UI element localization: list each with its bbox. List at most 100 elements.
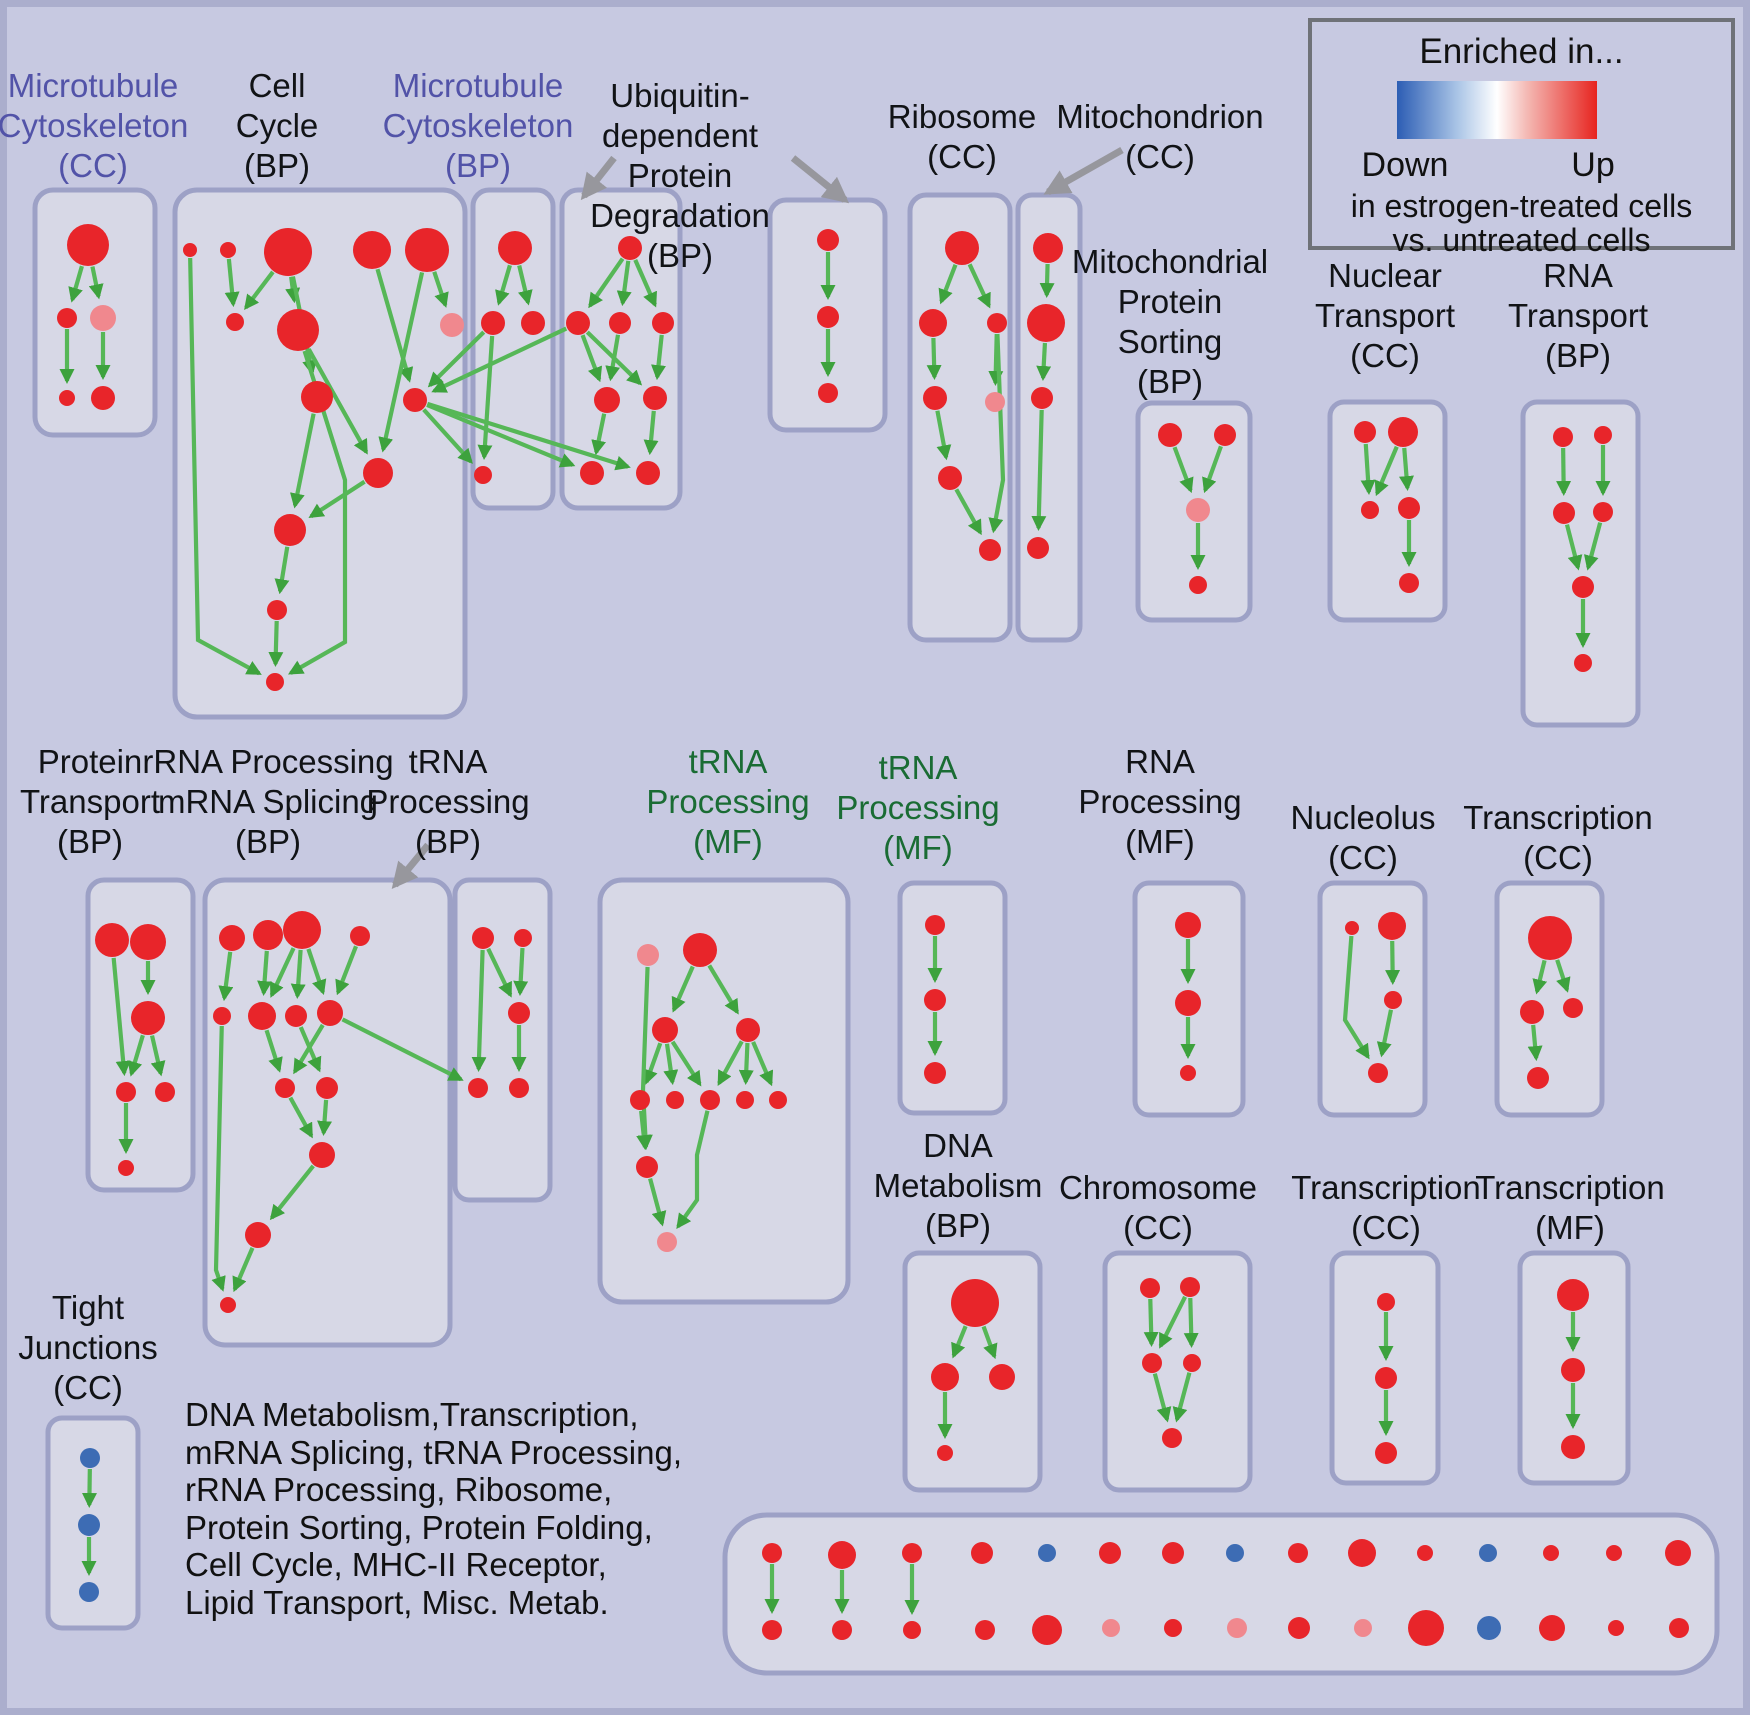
go-term-node-red — [1033, 233, 1063, 263]
relation-edge — [426, 403, 576, 468]
relation-edge — [643, 1042, 663, 1085]
go-term-node-red — [923, 386, 947, 410]
go-term-node-red — [1027, 537, 1049, 559]
relation-edge — [1036, 342, 1052, 382]
go-term-node-red — [1099, 1542, 1121, 1564]
cluster-box-trna-processing-bp — [452, 877, 553, 1203]
go-term-node-red — [1384, 991, 1402, 1009]
label-pointer-arrows — [391, 146, 1124, 890]
relation-edge — [951, 1325, 968, 1359]
relation-edge — [981, 1325, 998, 1360]
go-term-node-red — [59, 390, 75, 406]
relation-edge — [1555, 959, 1571, 993]
relation-edge — [290, 413, 316, 509]
go-term-node-red — [1553, 502, 1575, 524]
go-term-node-red — [481, 311, 505, 335]
relation-edge — [232, 1247, 255, 1293]
go-term-node-red — [643, 386, 667, 410]
relation-edge — [651, 334, 666, 381]
go-term-node-red — [1375, 1367, 1397, 1389]
go-term-node-red — [509, 1078, 529, 1098]
relation-edge — [288, 350, 348, 675]
go-term-nodes — [57, 224, 1691, 1646]
go-term-node-red — [1183, 1354, 1201, 1372]
relation-edge — [633, 259, 657, 308]
cluster-label-trna-processing-bp: tRNA Processing (BP) — [366, 743, 530, 860]
go-term-node-red — [1572, 576, 1594, 598]
cluster-label-ubiquitin-dependent-protein-degradation-bp: Ubiquitin- dependent Protein Degradation… — [590, 77, 770, 274]
relation-edge — [717, 1040, 744, 1086]
go-term-node-blue — [1226, 1544, 1244, 1562]
go-term-node-red — [1032, 1615, 1062, 1645]
relation-edge — [1376, 1009, 1394, 1058]
go-term-node-red — [609, 312, 631, 334]
go-term-node-red — [989, 1364, 1015, 1390]
label-pointer-arrow — [1043, 146, 1124, 196]
go-term-node-red — [266, 673, 284, 691]
go-term-node-red — [1348, 1539, 1376, 1567]
go-term-node-red — [1158, 423, 1182, 447]
go-term-node-red — [468, 1078, 488, 1098]
go-term-node-pink — [90, 305, 116, 331]
go-term-node-red — [1398, 497, 1420, 519]
relation-edge — [580, 334, 603, 383]
relation-edge — [636, 1110, 652, 1151]
go-term-node-red — [267, 600, 287, 620]
go-term-node-red — [630, 1090, 650, 1110]
relation-edge — [317, 1099, 333, 1137]
go-term-node-red — [1142, 1353, 1162, 1373]
relation-edge — [751, 1041, 774, 1087]
relation-edge — [292, 1023, 325, 1075]
relation-edge — [938, 264, 958, 305]
go-term-node-red — [902, 1543, 922, 1563]
relation-edge — [257, 950, 273, 997]
go-term-node-red — [1345, 921, 1359, 935]
go-term-node-red — [514, 929, 532, 947]
go-term-node-red — [1520, 1000, 1544, 1024]
cluster-label-transcription-cc: Transcription (CC) — [1463, 799, 1653, 876]
go-term-node-red — [226, 313, 244, 331]
label-pointer-arrow — [580, 155, 617, 201]
go-term-node-red — [736, 1091, 754, 1109]
go-term-node-red — [118, 1160, 134, 1176]
go-term-node-red — [508, 1002, 530, 1024]
cluster-label-mitochondrion-cc: Mitochondrion (CC) — [1056, 98, 1264, 175]
relation-edge — [269, 947, 296, 998]
relation-edge — [288, 1096, 314, 1139]
go-term-node-red — [971, 1542, 993, 1564]
relation-edge — [335, 945, 358, 996]
go-term-node-red — [1164, 1619, 1182, 1637]
go-term-node-red — [301, 381, 333, 413]
go-term-node-red — [924, 1062, 946, 1084]
relation-edge — [224, 258, 240, 308]
cluster-box-nucleolus-cc — [1317, 880, 1428, 1118]
relation-edge — [967, 263, 991, 309]
relation-edge — [954, 488, 983, 536]
go-term-node-red — [903, 1621, 921, 1639]
go-term-node-red — [1175, 912, 1201, 938]
go-term-node-red — [275, 1078, 295, 1098]
relation-edge — [486, 947, 513, 998]
relation-edge — [1399, 447, 1414, 492]
relation-edge — [1172, 446, 1194, 494]
go-term-node-red — [683, 933, 717, 967]
relation-edge — [935, 410, 952, 461]
go-term-node-red — [1399, 573, 1419, 593]
relation-edge — [1143, 1298, 1159, 1348]
go-term-node-red — [1563, 998, 1583, 1018]
relation-edge — [670, 1040, 702, 1087]
relation-edge — [268, 620, 284, 668]
relation-edges — [59, 252, 1611, 1615]
go-term-node-red — [274, 514, 306, 546]
go-term-node-red — [979, 539, 1001, 561]
cluster-box-trna-processing-mf-small — [897, 880, 1008, 1116]
relation-edge — [663, 1043, 679, 1086]
go-term-node-red — [951, 1279, 999, 1327]
relation-edge — [605, 334, 621, 382]
go-term-node-red — [736, 1018, 760, 1042]
go-term-node-red — [1180, 1277, 1200, 1297]
relation-edge — [422, 408, 473, 464]
relation-edge — [68, 265, 84, 303]
cluster-label-microtubule-cytoskeleton-bp: Microtubule Cytoskeleton (BP) — [382, 67, 574, 184]
